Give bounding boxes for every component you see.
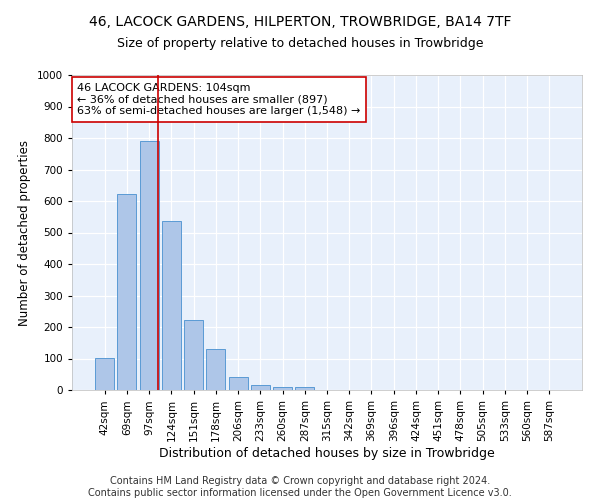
Bar [251, 385, 270, 390]
Bar [206, 348, 225, 390]
Bar [95, 358, 114, 390]
Text: 46, LACOCK GARDENS, HILPERTON, TROWBRIDGE, BA14 7TF: 46, LACOCK GARDENS, HILPERTON, TROWBRIDG… [89, 15, 511, 29]
Y-axis label: Number of detached properties: Number of detached properties [18, 140, 31, 326]
X-axis label: Distribution of detached houses by size in Trowbridge: Distribution of detached houses by size … [159, 446, 495, 460]
Bar [162, 221, 181, 390]
Bar [229, 377, 248, 390]
Bar [295, 386, 314, 390]
Text: Size of property relative to detached houses in Trowbridge: Size of property relative to detached ho… [117, 38, 483, 51]
Text: 46 LACOCK GARDENS: 104sqm
← 36% of detached houses are smaller (897)
63% of semi: 46 LACOCK GARDENS: 104sqm ← 36% of detac… [77, 83, 361, 116]
Bar [118, 194, 136, 390]
Bar [184, 320, 203, 390]
Bar [273, 388, 292, 390]
Text: Contains HM Land Registry data © Crown copyright and database right 2024.
Contai: Contains HM Land Registry data © Crown c… [88, 476, 512, 498]
Bar [140, 141, 158, 390]
